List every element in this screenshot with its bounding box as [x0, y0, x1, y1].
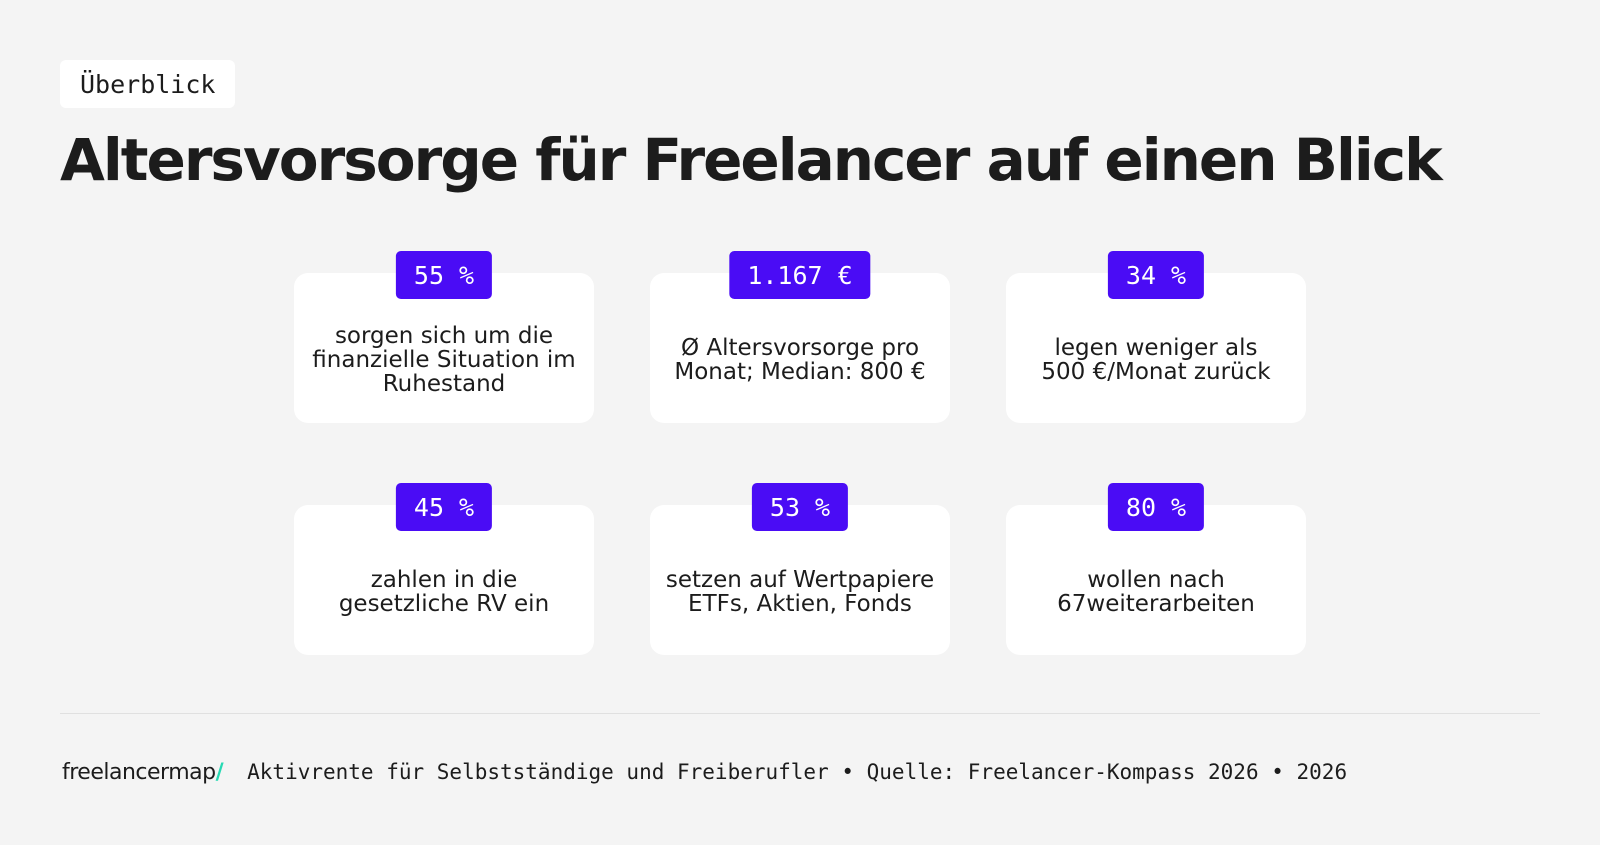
stat-value-badge: 45 %: [395, 483, 493, 531]
stat-description: sorgen sich um die finanzielle Situation…: [312, 323, 576, 397]
stat-description: wollen nach 67weiterarbeiten: [1057, 567, 1255, 617]
section-label-text: Überblick: [80, 69, 216, 99]
section-label: Überblick: [60, 60, 236, 108]
footer: freelancermap/ Aktivrente für Selbststän…: [62, 752, 1347, 792]
stat-value-badge: 80 %: [1107, 483, 1205, 531]
logo-wordmark: freelancermap: [62, 759, 216, 785]
stat-card-box: wollen nach 67weiterarbeiten: [1006, 505, 1306, 655]
stat-description: legen weniger als 500 €/Monat zurück: [1041, 335, 1271, 385]
footer-divider: [60, 713, 1540, 714]
stat-card-worry: 55 % sorgen sich um die finanzielle Situ…: [294, 251, 594, 483]
stat-value-badge: 53 %: [751, 483, 849, 531]
stat-card-pension: 45 % zahlen in die gesetzliche RV ein: [294, 483, 594, 715]
stat-description: Ø Altersvorsorge pro Monat; Median: 800 …: [674, 335, 926, 385]
stat-description: zahlen in die gesetzliche RV ein: [338, 567, 550, 617]
stat-description: setzen auf Wertpapiere ETFs, Aktien, Fon…: [665, 567, 935, 617]
stats-grid: 55 % sorgen sich um die finanzielle Situ…: [294, 251, 1306, 715]
stat-value-badge: 34 %: [1107, 251, 1205, 299]
logo-slash-icon: /: [215, 759, 224, 785]
stat-value-badge: 55 %: [395, 251, 493, 299]
page-title: Altersvorsorge für Freelancer auf einen …: [60, 126, 1443, 194]
stat-card-box: setzen auf Wertpapiere ETFs, Aktien, Fon…: [650, 505, 950, 655]
stat-card-average: 1.167 € Ø Altersvorsorge pro Monat; Medi…: [650, 251, 950, 483]
freelancermap-logo: freelancermap/: [62, 759, 224, 785]
stat-card-continue-working: 80 % wollen nach 67weiterarbeiten: [1006, 483, 1306, 715]
stat-card-box: zahlen in die gesetzliche RV ein: [294, 505, 594, 655]
stat-card-securities: 53 % setzen auf Wertpapiere ETFs, Aktien…: [650, 483, 950, 715]
footer-source-text: Aktivrente für Selbstständige und Freibe…: [247, 760, 1348, 784]
stat-card-savings: 34 % legen weniger als 500 €/Monat zurüc…: [1006, 251, 1306, 483]
stat-value-badge: 1.167 €: [729, 251, 871, 299]
